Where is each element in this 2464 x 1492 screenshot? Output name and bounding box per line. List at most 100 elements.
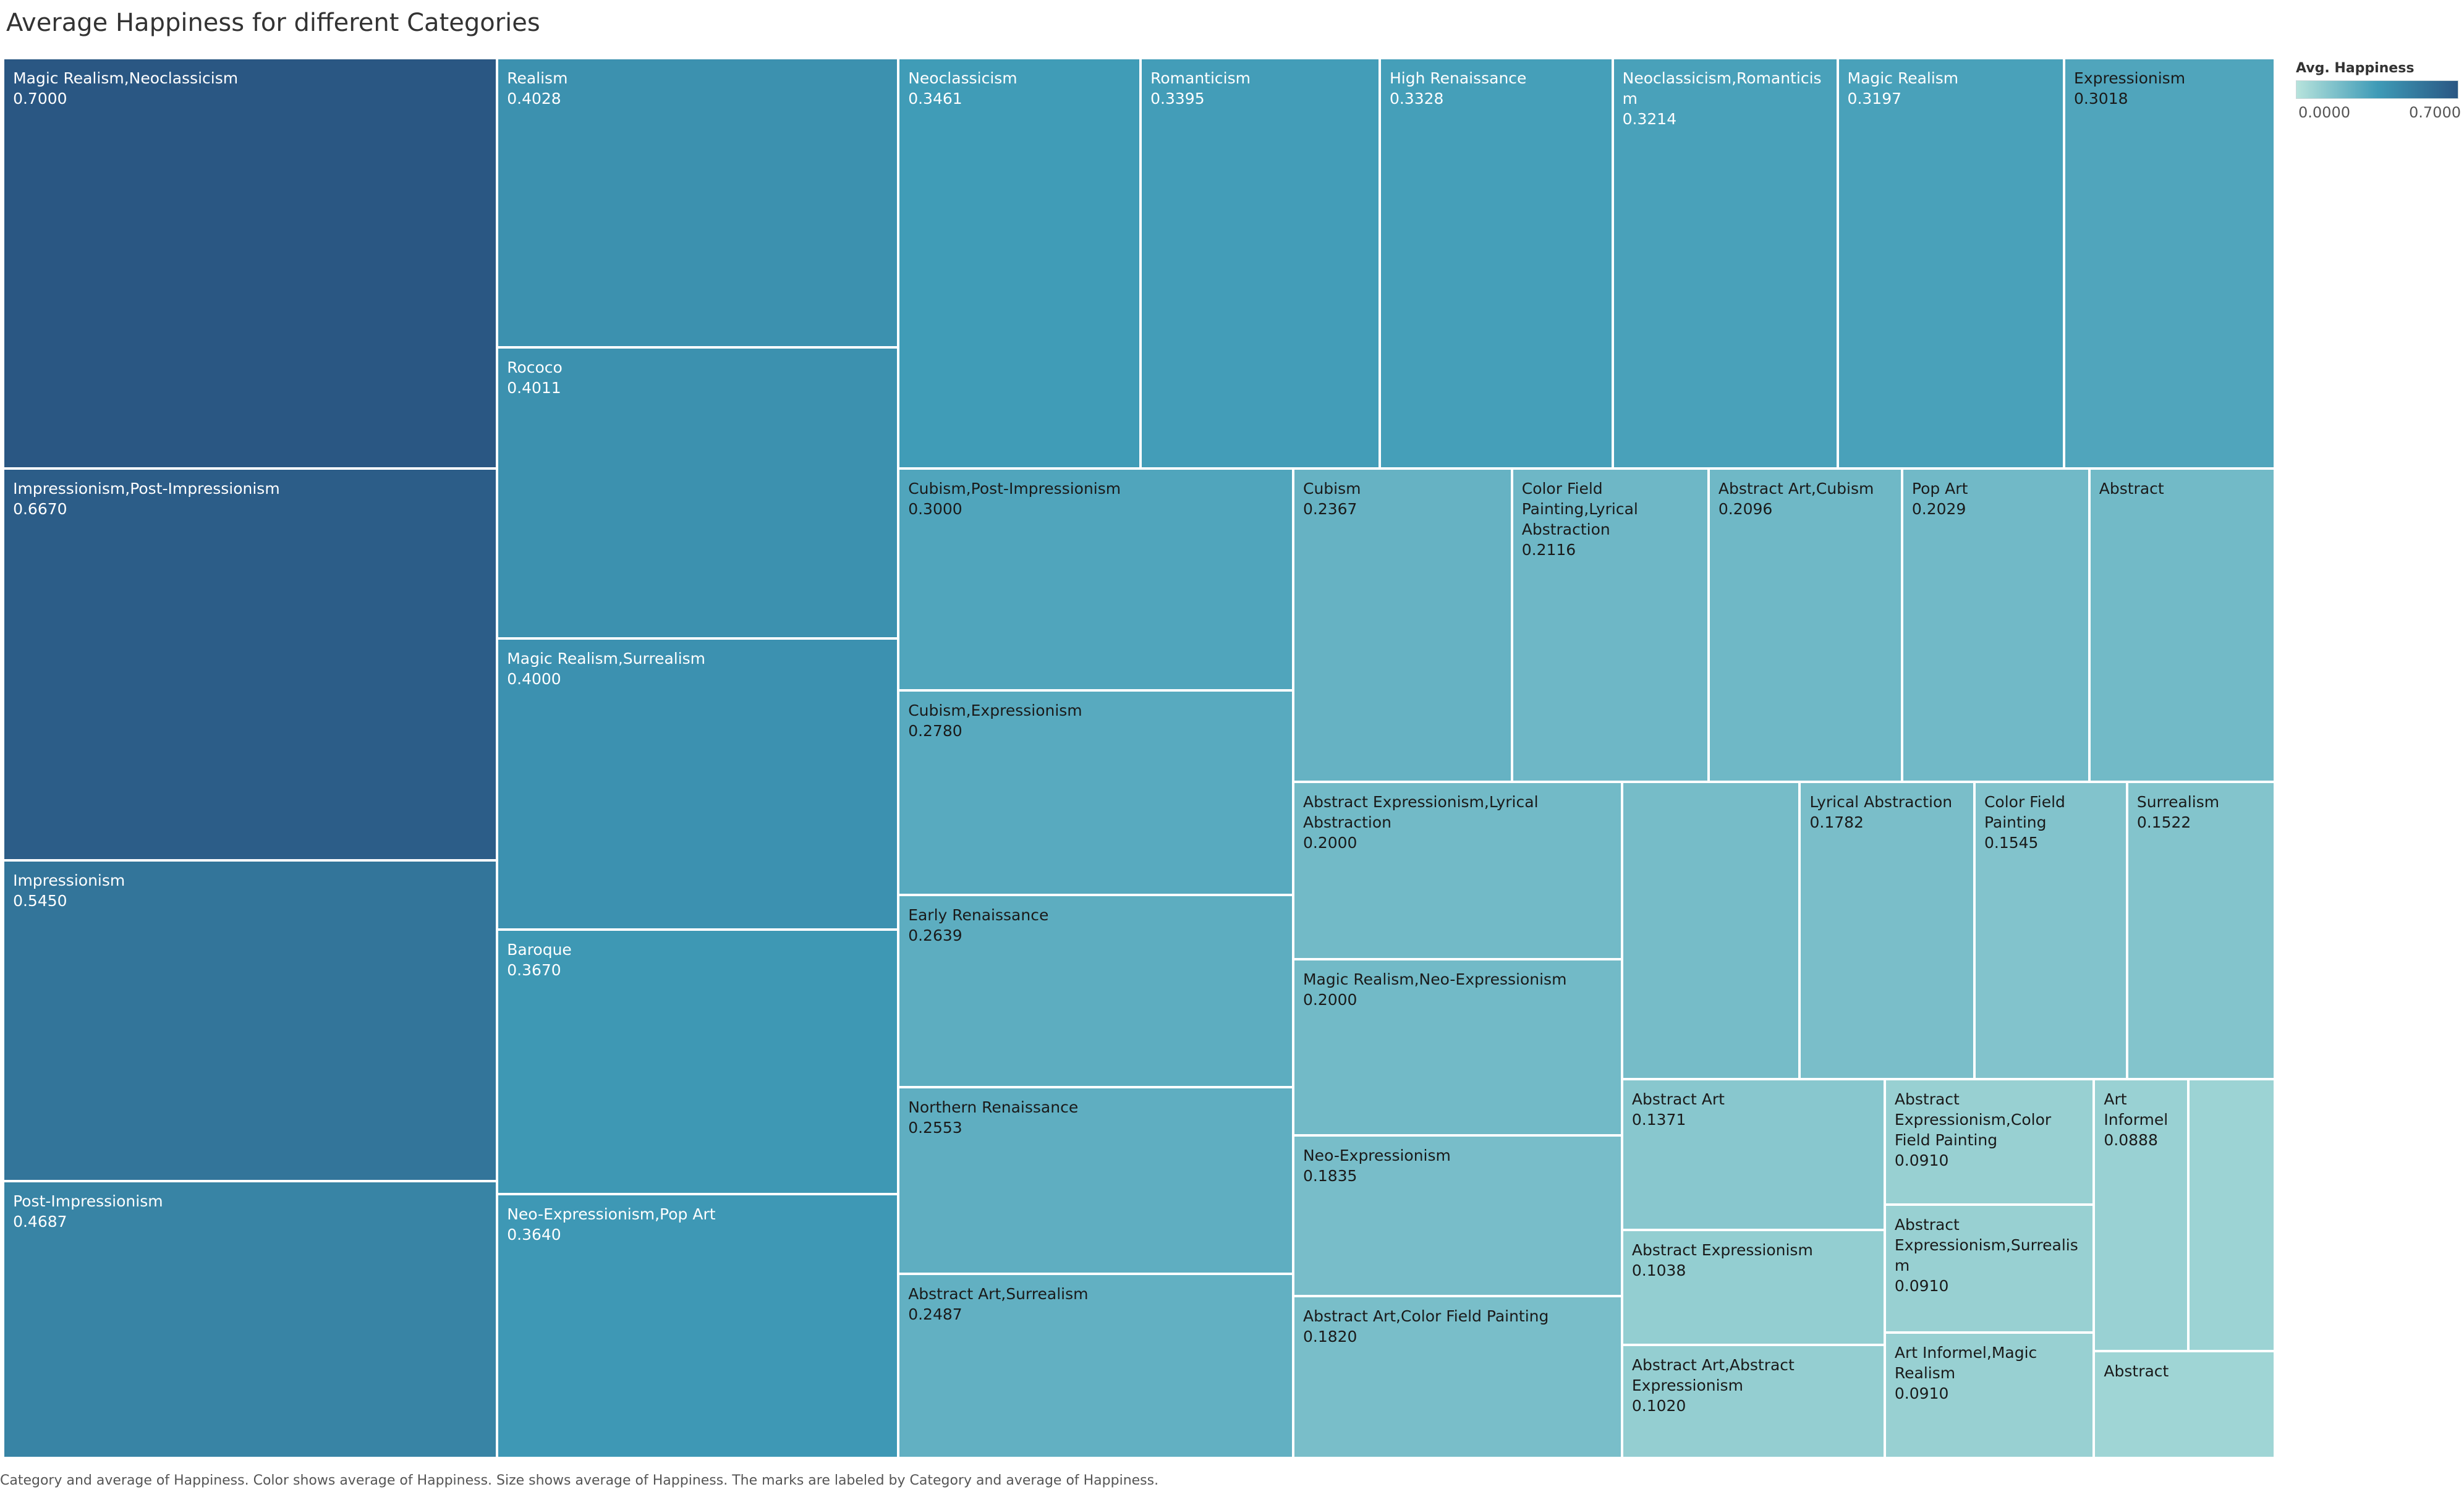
tile-label: Early Renaissance 0.2639 — [908, 905, 1287, 946]
treemap-tile-neoclassicism-romanticism[interactable]: Neoclassicism,Romanticism 0.3214 — [1612, 58, 1838, 469]
treemap-tile-expressionism[interactable]: Expressionism 0.3018 — [2064, 58, 2275, 469]
tile-value: 0.4000 — [507, 670, 561, 689]
tile-value: 0.0888 — [2104, 1130, 2158, 1149]
tile-category: Abstract Expressionism,Surrealism — [1894, 1216, 2078, 1275]
treemap-tile-surrealism[interactable]: Surrealism 0.1522 — [2126, 781, 2275, 1079]
treemap-tile-cubism-expressionism[interactable]: Cubism,Expressionism 0.2780 — [898, 690, 1293, 896]
tile-value: 0.0910 — [1894, 1384, 1949, 1402]
tile-value: 0.3197 — [1847, 90, 1902, 108]
tile-value: 0.3328 — [1389, 90, 1444, 108]
tile-label: Lyrical Abstraction 0.1782 — [1809, 792, 1968, 833]
treemap-tile-northern-renaissance[interactable]: Northern Renaissance 0.2553 — [898, 1087, 1293, 1274]
treemap-tile-abstract-art-color-field-painting[interactable]: Abstract Art,Color Field Painting 0.1820 — [1293, 1296, 1622, 1459]
treemap-tile-magic-realism-neo-expressionism[interactable]: Magic Realism,Neo-Expressionism 0.2000 — [1293, 959, 1622, 1136]
legend-color-ramp — [2296, 80, 2458, 99]
treemap-tile-abstract[interactable]: Abstract — [2094, 1351, 2275, 1459]
treemap-tile-magic-realism-surrealism[interactable]: Magic Realism,Surrealism 0.4000 — [497, 638, 899, 930]
chart-caption: Category and average of Happiness. Color… — [0, 1473, 1159, 1488]
tile-label: Abstract Art,Cubism 0.2096 — [1718, 478, 1896, 519]
tile-label: Abstract Expressionism,Surrealism 0.0910 — [1895, 1214, 2088, 1296]
tile-value: 0.3000 — [908, 500, 962, 519]
treemap-tile-color-field-painting-lyrical-abstraction[interactable]: Color Field Painting,Lyrical Abstraction… — [1511, 468, 1709, 782]
treemap-tile-cubism[interactable]: Cubism 0.2367 — [1293, 468, 1512, 782]
treemap-tile-color-field-painting[interactable]: Color Field Painting 0.1545 — [1974, 781, 2127, 1079]
tile-label: Neo-Expressionism,Pop Art 0.3640 — [507, 1204, 892, 1245]
treemap-tile-abstract-expressionism-surrealism[interactable]: Abstract Expressionism,Surrealism 0.0910 — [1884, 1205, 2094, 1333]
tile-category: Romanticism — [1150, 69, 1251, 88]
tile-value: 0.1371 — [1631, 1110, 1686, 1129]
tile-category: Abstract Expressionism,Lyrical Abstracti… — [1302, 792, 1539, 831]
tile-value: 0.1782 — [1809, 813, 1864, 831]
tile-value: 0.3640 — [507, 1225, 561, 1244]
tile-category: Color Field Painting — [1984, 792, 2065, 831]
treemap-tile-abstract-art[interactable]: Abstract Art 0.1371 — [1621, 1079, 1885, 1231]
tile-label: Neoclassicism 0.3461 — [908, 68, 1134, 109]
tile-category: Magic Realism,Surrealism — [507, 650, 706, 668]
tile-value: 0.2780 — [908, 722, 962, 740]
treemap-tile-neo-expressionism[interactable]: Neo-Expressionism 0.1835 — [1293, 1135, 1622, 1297]
tile-value: 0.6670 — [13, 500, 67, 519]
treemap-tile-impressionism[interactable]: Impressionism 0.5450 — [3, 860, 498, 1182]
tile-category: Abstract Expressionism — [1631, 1241, 1813, 1260]
treemap-tile-abstract-expressionism[interactable]: Abstract Expressionism 0.1038 — [1621, 1230, 1885, 1345]
tile-category: Magic Realism,Neoclassicism — [13, 69, 239, 88]
treemap-tile-neoclassicism[interactable]: Neoclassicism 0.3461 — [898, 58, 1141, 469]
treemap-tile-lyrical-abstraction[interactable]: Lyrical Abstraction 0.1782 — [1799, 781, 1974, 1079]
tile-value: 0.1820 — [1302, 1328, 1357, 1346]
treemap-tile-baroque[interactable]: Baroque 0.3670 — [497, 930, 899, 1194]
tile-value: 0.1038 — [1631, 1261, 1686, 1280]
treemap-tile-pop-art[interactable]: Pop Art 0.2029 — [1901, 468, 2089, 782]
tile-value: 0.2639 — [908, 926, 962, 945]
treemap-tile-abstract-expressionism-lyrical-abstraction[interactable]: Abstract Expressionism,Lyrical Abstracti… — [1293, 781, 1622, 960]
treemap-tile-magic-realism[interactable]: Magic Realism 0.3197 — [1837, 58, 2065, 469]
tile-category: Early Renaissance — [908, 906, 1049, 925]
treemap-tile-realism[interactable]: Realism 0.4028 — [497, 58, 899, 348]
legend-min-label: 0.0000 — [2298, 104, 2350, 121]
treemap-tile-post-impressionism[interactable]: Post-Impressionism 0.4687 — [3, 1181, 498, 1459]
legend-max-label: 0.7000 — [2409, 104, 2461, 121]
tile-label: Color Field Painting 0.1545 — [1984, 792, 2121, 853]
tile-category: Neoclassicism — [908, 69, 1017, 88]
tile-value: 0.3461 — [908, 90, 962, 108]
tile-category: Abstract Art,Abstract Expressionism — [1631, 1355, 1795, 1394]
tile-category: High Renaissance — [1389, 69, 1527, 88]
treemap-tile-abstract-art-abstract-expressionism[interactable]: Abstract Art,Abstract Expressionism 0.102… — [1621, 1344, 1885, 1459]
treemap-tile-early-renaissance[interactable]: Early Renaissance 0.2639 — [898, 895, 1293, 1087]
tile-label: Abstract Art,Abstract Expressionism 0.102… — [1632, 1355, 1879, 1416]
tile-label: Art Informel,Magic Realism 0.0910 — [1895, 1342, 2088, 1404]
tile-category: Expressionism — [2074, 69, 2186, 88]
tile-value: 0.0910 — [1894, 1277, 1949, 1295]
treemap-tile-abstract-art-surrealism[interactable]: Abstract Art,Surrealism 0.2487 — [898, 1274, 1293, 1459]
tile-category: Magic Realism — [1847, 69, 1959, 88]
treemap-tile-art-informel[interactable]: Art Informel 0.0888 — [2094, 1079, 2189, 1352]
tile-category: Abstract Art,Color Field Painting — [1302, 1307, 1549, 1326]
tile-category: Neo-Expressionism,Pop Art — [507, 1205, 716, 1223]
tile-label: Magic Realism,Neoclassicism 0.7000 — [13, 68, 491, 109]
tile-category: Abstract — [2099, 480, 2164, 498]
tile-label: Cubism,Expressionism 0.2780 — [908, 700, 1287, 741]
tile-value: 0.4687 — [13, 1213, 67, 1231]
treemap-tile-cubism-post-impressionism[interactable]: Cubism,Post-Impressionism 0.3000 — [898, 468, 1293, 691]
treemap-tile-unlabeled[interactable] — [1621, 781, 1800, 1079]
treemap-tile-rococo[interactable]: Rococo 0.4011 — [497, 347, 899, 639]
tile-label: Romanticism 0.3395 — [1150, 68, 1374, 109]
treemap-tile-abstract-art-cubism[interactable]: Abstract Art,Cubism 0.2096 — [1708, 468, 1902, 782]
treemap-tile-art-informel-magic-realism[interactable]: Art Informel,Magic Realism 0.0910 — [1884, 1332, 2094, 1459]
tile-label: Pop Art 0.2029 — [1912, 478, 2083, 519]
tile-category: Abstract — [2104, 1362, 2169, 1381]
tile-value: 0.2000 — [1302, 991, 1357, 1009]
treemap-tile-neo-expressionism-pop-art[interactable]: Neo-Expressionism,Pop Art 0.3640 — [497, 1193, 899, 1459]
tile-label: Abstract Art 0.1371 — [1632, 1089, 1879, 1130]
treemap-tile-abstract[interactable]: Abstract — [2089, 468, 2275, 782]
treemap-tile-abstract-expressionism-color-field-painting[interactable]: Abstract Expressionism,Color Field Paint… — [1884, 1079, 2094, 1205]
treemap-tile-magic-realism-neoclassicism[interactable]: Magic Realism,Neoclassicism 0.7000 — [3, 58, 498, 469]
treemap-tile-unlabeled[interactable] — [2188, 1079, 2275, 1352]
treemap-tile-impressionism-post-impressionism[interactable]: Impressionism,Post-Impressionism 0.6670 — [3, 468, 498, 861]
treemap-tile-romanticism[interactable]: Romanticism 0.3395 — [1141, 58, 1380, 469]
tile-value: 0.2000 — [1302, 833, 1357, 852]
tile-label: Surrealism 0.1522 — [2137, 792, 2269, 833]
tile-label: Color Field Painting,Lyrical Abstraction… — [1522, 478, 1702, 560]
treemap-tile-high-renaissance[interactable]: High Renaissance 0.3328 — [1379, 58, 1613, 469]
tile-category: Pop Art — [1911, 480, 1968, 498]
